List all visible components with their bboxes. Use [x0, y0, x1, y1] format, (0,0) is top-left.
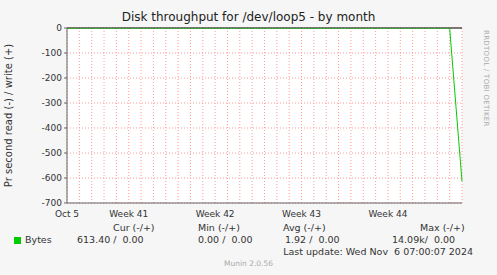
svg-text:-400: -400 — [42, 123, 63, 133]
html-text:Min (-/+): Min (-/+) — [198, 222, 240, 233]
html-text:1.92 / 0.00: 1.92 / 0.00 — [285, 234, 340, 245]
svg-text:-100: -100 — [42, 48, 63, 58]
svg-text:-500: -500 — [42, 148, 63, 158]
html-text:0.00 / 0.00: 0.00 / 0.00 — [198, 234, 253, 245]
html-text:Disk throughput for /dev/loop5: Disk throughput for /dev/loop5 - by mont… — [121, 10, 376, 24]
svg-text:-700: -700 — [42, 198, 63, 208]
svg-text:0: 0 — [56, 23, 62, 33]
html-text:Bytes: Bytes — [25, 234, 52, 245]
html-text:14.09k/ 0.00: 14.09k/ 0.00 — [392, 234, 456, 245]
svg-text:Week 42: Week 42 — [196, 209, 235, 219]
svg-text:-200: -200 — [42, 73, 63, 83]
html-text:Avg (-/+): Avg (-/+) — [283, 222, 326, 233]
svg-text:Oct 5: Oct 5 — [55, 209, 79, 219]
svg-text:Pr second read (-) / write (+): Pr second read (-) / write (+) — [8, 44, 14, 187]
svg-text:-300: -300 — [42, 98, 63, 108]
html-text:Munin 2.0.56: Munin 2.0.56 — [224, 259, 273, 268]
svg-text:Week 43: Week 43 — [282, 209, 321, 219]
html-text:613.40 / 0.00: 613.40 / 0.00 — [77, 234, 144, 245]
html-text:Last update: Wed Nov 6 07:00:0: Last update: Wed Nov 6 07:00:07 2024 — [283, 246, 473, 257]
svg-text:-600: -600 — [42, 173, 63, 183]
html-text:Cur (-/+): Cur (-/+) — [113, 222, 155, 233]
html-text:Max (-/+): Max (-/+) — [420, 222, 465, 233]
svg-text:Week 41: Week 41 — [109, 209, 148, 219]
html-text:RRDTOOL / TOBI OETIKER: RRDTOOL / TOBI OETIKER — [482, 30, 490, 127]
svg-text:Week 44: Week 44 — [368, 209, 407, 219]
